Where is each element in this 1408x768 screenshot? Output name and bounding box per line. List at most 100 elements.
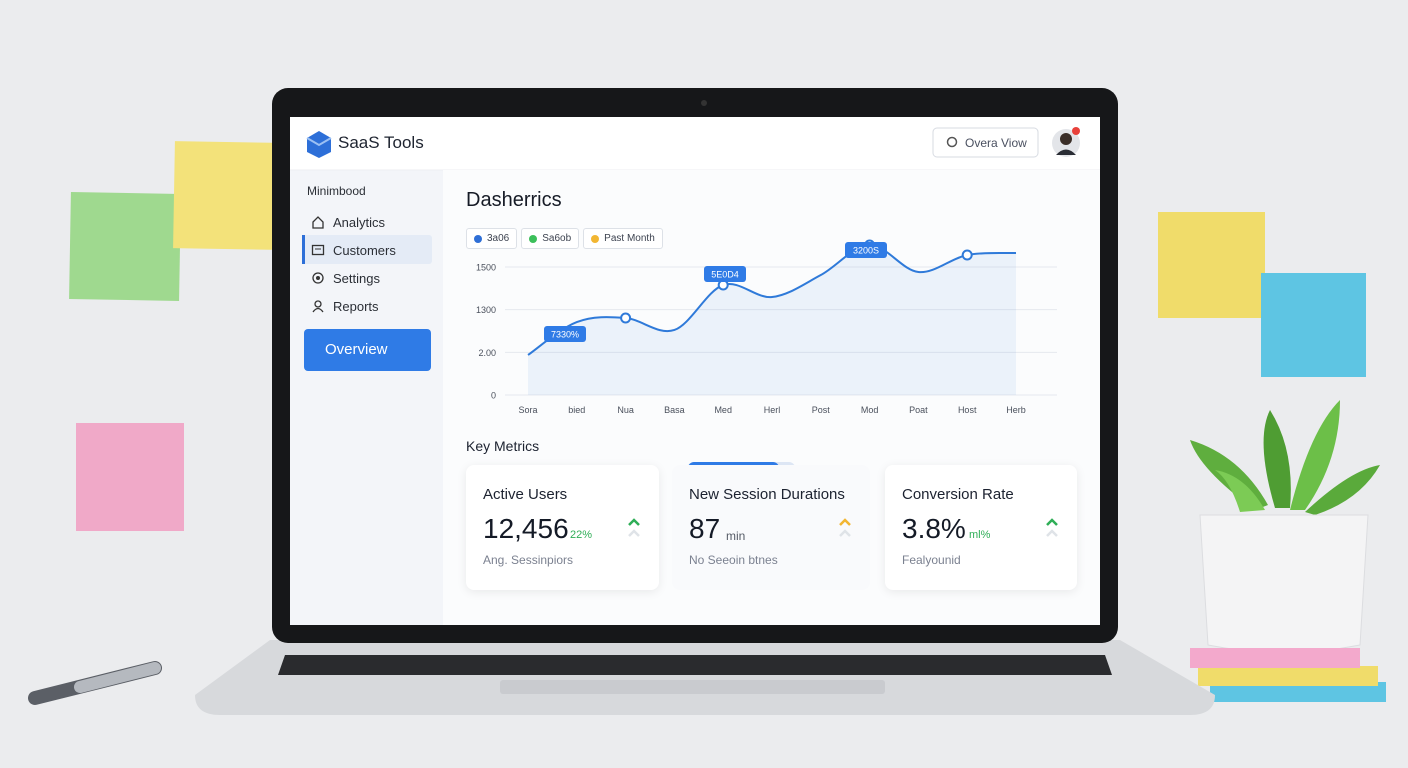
legend-item[interactable]: Past Month	[583, 228, 663, 249]
annotation-pill	[704, 266, 746, 282]
x-tick-label: Basa	[664, 405, 685, 415]
legend-item[interactable]: 3a06	[466, 228, 518, 249]
search-text[interactable]: Overa Viow	[965, 136, 1027, 150]
point-marker	[620, 312, 632, 324]
x-tick-label: Mod	[861, 405, 879, 415]
sticky-pad	[1198, 666, 1378, 686]
annotation: 7330%	[551, 330, 579, 340]
laptop-base	[195, 640, 1215, 715]
avatar-body	[1056, 149, 1076, 155]
area-fill	[528, 244, 1016, 395]
line-chart: 0 2.00 1300 1500 Sora bied Nua Basa Med Herl Post M…	[476, 239, 1057, 415]
nav-item[interactable]: Reports	[303, 292, 431, 320]
pen	[28, 661, 162, 705]
y-tick-label: 2.00	[478, 348, 496, 358]
metric-card[interactable]: New Session Durations 87 min No Seeoin b…	[672, 465, 870, 590]
trend-icon	[1046, 518, 1058, 537]
nav-label: Reports	[333, 298, 379, 314]
section-title: Key Metrics	[466, 438, 540, 454]
card-value: 12,456	[483, 513, 569, 544]
x-tick-label: Poat	[909, 405, 928, 415]
x-tick-label: Nua	[617, 405, 634, 415]
sticky-note	[76, 423, 184, 531]
pot	[1199, 514, 1369, 653]
annotation-pill	[544, 326, 586, 342]
legend-swatch	[591, 234, 600, 243]
overview-button-bg[interactable]	[304, 329, 431, 371]
nav-label: Settings	[333, 270, 380, 286]
x-tick-label: bied	[568, 405, 585, 415]
card-value: 3.8%	[902, 513, 966, 544]
x-tick-label: Med	[714, 405, 732, 415]
nav-item[interactable]: Customers	[303, 236, 431, 264]
legend-item[interactable]: Sa6ob	[521, 228, 580, 249]
annotation-pill	[845, 242, 887, 258]
leaf	[1290, 400, 1340, 510]
legend-label: 3a06	[487, 233, 510, 244]
nav-active-bg	[302, 235, 432, 264]
sidebar-heading: Minimbood	[307, 184, 366, 198]
nav-icon	[312, 300, 324, 313]
annotation: 5E0D4	[711, 270, 739, 280]
card-title: New Session Durations	[689, 486, 845, 503]
keyboard	[278, 655, 1112, 675]
nav-item[interactable]: Settings	[303, 264, 431, 292]
x-tick-label: Host	[958, 405, 977, 415]
leaf	[1263, 410, 1291, 508]
plant	[1190, 400, 1380, 653]
sticky-note	[69, 192, 181, 301]
pen-cap	[74, 662, 161, 693]
card-title: Conversion Rate	[902, 486, 1014, 503]
camera	[701, 100, 707, 106]
card-note: Fealyounid	[902, 553, 961, 567]
nav-active-bar	[302, 235, 305, 264]
x-tick-label: Post	[812, 405, 831, 415]
y-tick-label: 1500	[476, 263, 496, 273]
card-change: ml%	[969, 529, 991, 541]
sticky-pad	[1210, 682, 1386, 702]
line	[527, 243, 1017, 356]
point-marker	[961, 249, 973, 261]
sticky-note	[173, 141, 281, 250]
card-change: 22%	[570, 529, 593, 541]
y-tick-label: 1300	[476, 305, 496, 315]
y-tick-label: 0	[491, 391, 496, 401]
metric-card[interactable]: Active Users 12,456 22% Ang. Sessinpiors	[466, 465, 659, 590]
avatar-head	[1060, 133, 1072, 145]
logo-fold	[306, 137, 332, 147]
metric-card[interactable]: Conversion Rate 3.8% ml% Fealyounid	[885, 465, 1077, 590]
overview-button[interactable]: Overview	[325, 341, 388, 358]
annotation: 3200S	[853, 246, 879, 256]
legend-swatch	[529, 234, 538, 243]
card-unit: min	[726, 529, 746, 543]
sticky-stack	[1190, 648, 1386, 702]
notification-dot	[1072, 127, 1080, 135]
card-note: Ang. Sessinpiors	[483, 553, 574, 567]
legend-label: Sa6ob	[542, 233, 572, 244]
nav-label: Analytics	[333, 214, 386, 230]
trend-icon	[628, 518, 640, 537]
trackpad	[500, 680, 885, 694]
x-tick-label: Herb	[1006, 405, 1026, 415]
x-tick-label: Sora	[518, 405, 537, 415]
card-note: No Seeoin btnes	[689, 553, 778, 567]
nav-label: Customers	[333, 242, 396, 258]
card-title: Active Users	[483, 486, 568, 503]
leaf	[1215, 470, 1265, 512]
leaf	[1305, 465, 1380, 515]
x-tick-label: Herl	[764, 405, 781, 415]
legend: 3a06 Sa6ob Past Month	[466, 228, 663, 249]
nav-icon	[311, 244, 325, 256]
trend-icon	[839, 518, 851, 537]
nav-icon	[312, 272, 324, 284]
search-icon	[946, 136, 958, 148]
card-value: 87	[689, 513, 721, 544]
sticky-note	[1261, 273, 1366, 377]
nav-icon	[312, 216, 324, 229]
nav-item[interactable]: Analytics	[303, 208, 431, 236]
brand: SaaS Tools	[338, 133, 424, 152]
search-box[interactable]	[932, 127, 1039, 158]
legend-label: Past Month	[604, 233, 655, 244]
sticky-note	[1158, 212, 1265, 318]
